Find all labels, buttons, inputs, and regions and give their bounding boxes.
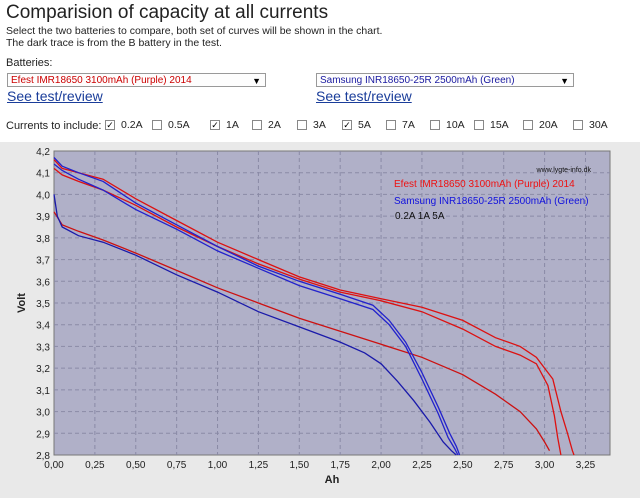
x-tick-label: 0,00 xyxy=(44,460,64,471)
current-option-label: 7A xyxy=(402,119,415,131)
x-tick-label: 2,50 xyxy=(453,460,473,471)
series-line-3 xyxy=(53,211,551,452)
capacity-chart: 0,00 0,25 0,50 0,75 1,00 1,25 1,50 1,75 2,00 2,25… xyxy=(16,147,611,486)
current-option-label: 15A xyxy=(490,119,509,131)
checkbox[interactable]: ✓ xyxy=(342,120,352,130)
x-tick-label: 1,50 xyxy=(290,460,310,471)
y-tick-label: 3,4 xyxy=(36,321,50,332)
batteries-label: Batteries: xyxy=(6,57,53,69)
y-tick-label: 4,1 xyxy=(36,169,50,180)
battery-b-select[interactable]: Samsung INR18650-25R 2500mAh (Green) ▼ xyxy=(316,73,574,87)
x-tick-label: 3,25 xyxy=(576,460,596,471)
checkbox[interactable] xyxy=(152,120,162,130)
checkbox[interactable] xyxy=(573,120,583,130)
y-tick-label: 3,0 xyxy=(36,408,50,419)
y-tick-label: 4,0 xyxy=(36,190,50,201)
current-option-1A[interactable]: ✓ 1A xyxy=(210,119,239,131)
x-tick-label: 1,00 xyxy=(208,460,228,471)
current-option-7A[interactable]: 7A xyxy=(386,119,415,131)
x-tick-label: 2,75 xyxy=(494,460,514,471)
x-tick-label: 1,25 xyxy=(249,460,269,471)
legend-entry-1: Efest IMR18650 3100mAh (Purple) 2014 xyxy=(394,179,575,190)
checkbox[interactable] xyxy=(386,120,396,130)
y-tick-label: 3,5 xyxy=(36,299,50,310)
page-title: Comparision of capacity at all currents xyxy=(6,2,329,23)
x-axis-label: Ah xyxy=(325,474,340,486)
description-line-1: Select the two batteries to compare, bot… xyxy=(6,25,383,37)
y-axis-label: Volt xyxy=(16,293,28,313)
battery-a-select[interactable]: Efest IMR18650 3100mAh (Purple) 2014 ▼ xyxy=(7,73,266,87)
checkbox[interactable] xyxy=(297,120,307,130)
battery-b-review-link[interactable]: See test/review xyxy=(316,88,412,104)
watermark: www.lygte-info.dk xyxy=(536,167,592,174)
checkbox[interactable] xyxy=(523,120,533,130)
current-option-30A[interactable]: 30A xyxy=(573,119,608,131)
x-tick-label: 0,25 xyxy=(85,460,105,471)
current-option-2A[interactable]: 2A xyxy=(252,119,281,131)
x-tick-label: 2,25 xyxy=(412,460,432,471)
current-option-label: 20A xyxy=(539,119,558,131)
y-tick-label: 3,1 xyxy=(36,386,50,397)
y-tick-label: 3,3 xyxy=(36,342,50,353)
current-option-label: 5A xyxy=(358,119,371,131)
checkbox[interactable]: ✓ xyxy=(210,120,220,130)
x-tick-label: 1,75 xyxy=(330,460,350,471)
y-tick-label: 3,9 xyxy=(36,212,50,223)
current-option-15A[interactable]: 15A xyxy=(474,119,509,131)
current-option-0_2A[interactable]: ✓ 0.2A xyxy=(105,119,143,131)
x-tick-label: 2,00 xyxy=(371,460,391,471)
current-option-3A[interactable]: 3A xyxy=(297,119,326,131)
y-tick-label: 3,6 xyxy=(36,277,50,288)
chevron-down-icon: ▼ xyxy=(560,76,569,86)
battery-a-value: Efest IMR18650 3100mAh (Purple) 2014 xyxy=(11,75,192,86)
current-option-label: 2A xyxy=(268,119,281,131)
y-tick-label: 3,7 xyxy=(36,256,50,267)
y-tick-label: 2,8 xyxy=(36,451,50,462)
description-line-2: The dark trace is from the B battery in … xyxy=(6,37,222,49)
series-line-1 xyxy=(53,159,575,456)
series-line-5 xyxy=(53,163,459,456)
currents-label: Currents to include: xyxy=(6,120,102,132)
checkbox[interactable] xyxy=(252,120,262,130)
series-line-4 xyxy=(53,157,461,456)
x-tick-label: 0,50 xyxy=(126,460,146,471)
y-tick-label: 4,2 xyxy=(36,147,50,158)
current-option-label: 1A xyxy=(226,119,239,131)
current-option-label: 0.2A xyxy=(121,119,143,131)
battery-b-value: Samsung INR18650-25R 2500mAh (Green) xyxy=(320,75,515,86)
current-option-10A[interactable]: 10A xyxy=(430,119,465,131)
current-option-20A[interactable]: 20A xyxy=(523,119,558,131)
y-tick-label: 3,8 xyxy=(36,234,50,245)
current-option-label: 0.5A xyxy=(168,119,190,131)
x-tick-label: 3,00 xyxy=(535,460,555,471)
y-tick-label: 3,2 xyxy=(36,364,50,375)
current-option-0_5A[interactable]: 0.5A xyxy=(152,119,190,131)
series-line-6 xyxy=(53,194,457,456)
chevron-down-icon: ▼ xyxy=(252,76,261,86)
checkbox[interactable] xyxy=(430,120,440,130)
current-option-label: 30A xyxy=(589,119,608,131)
legend-entry-2: Samsung INR18650-25R 2500mAh (Green) xyxy=(394,196,589,207)
current-option-label: 10A xyxy=(446,119,465,131)
y-tick-label: 2,9 xyxy=(36,429,50,440)
checkbox[interactable] xyxy=(474,120,484,130)
checkbox[interactable]: ✓ xyxy=(105,120,115,130)
x-tick-label: 0,75 xyxy=(167,460,187,471)
battery-a-review-link[interactable]: See test/review xyxy=(7,88,103,104)
legend-entry-3: 0.2A 1A 5A xyxy=(395,211,445,222)
current-option-5A[interactable]: ✓ 5A xyxy=(342,119,371,131)
current-option-label: 3A xyxy=(313,119,326,131)
